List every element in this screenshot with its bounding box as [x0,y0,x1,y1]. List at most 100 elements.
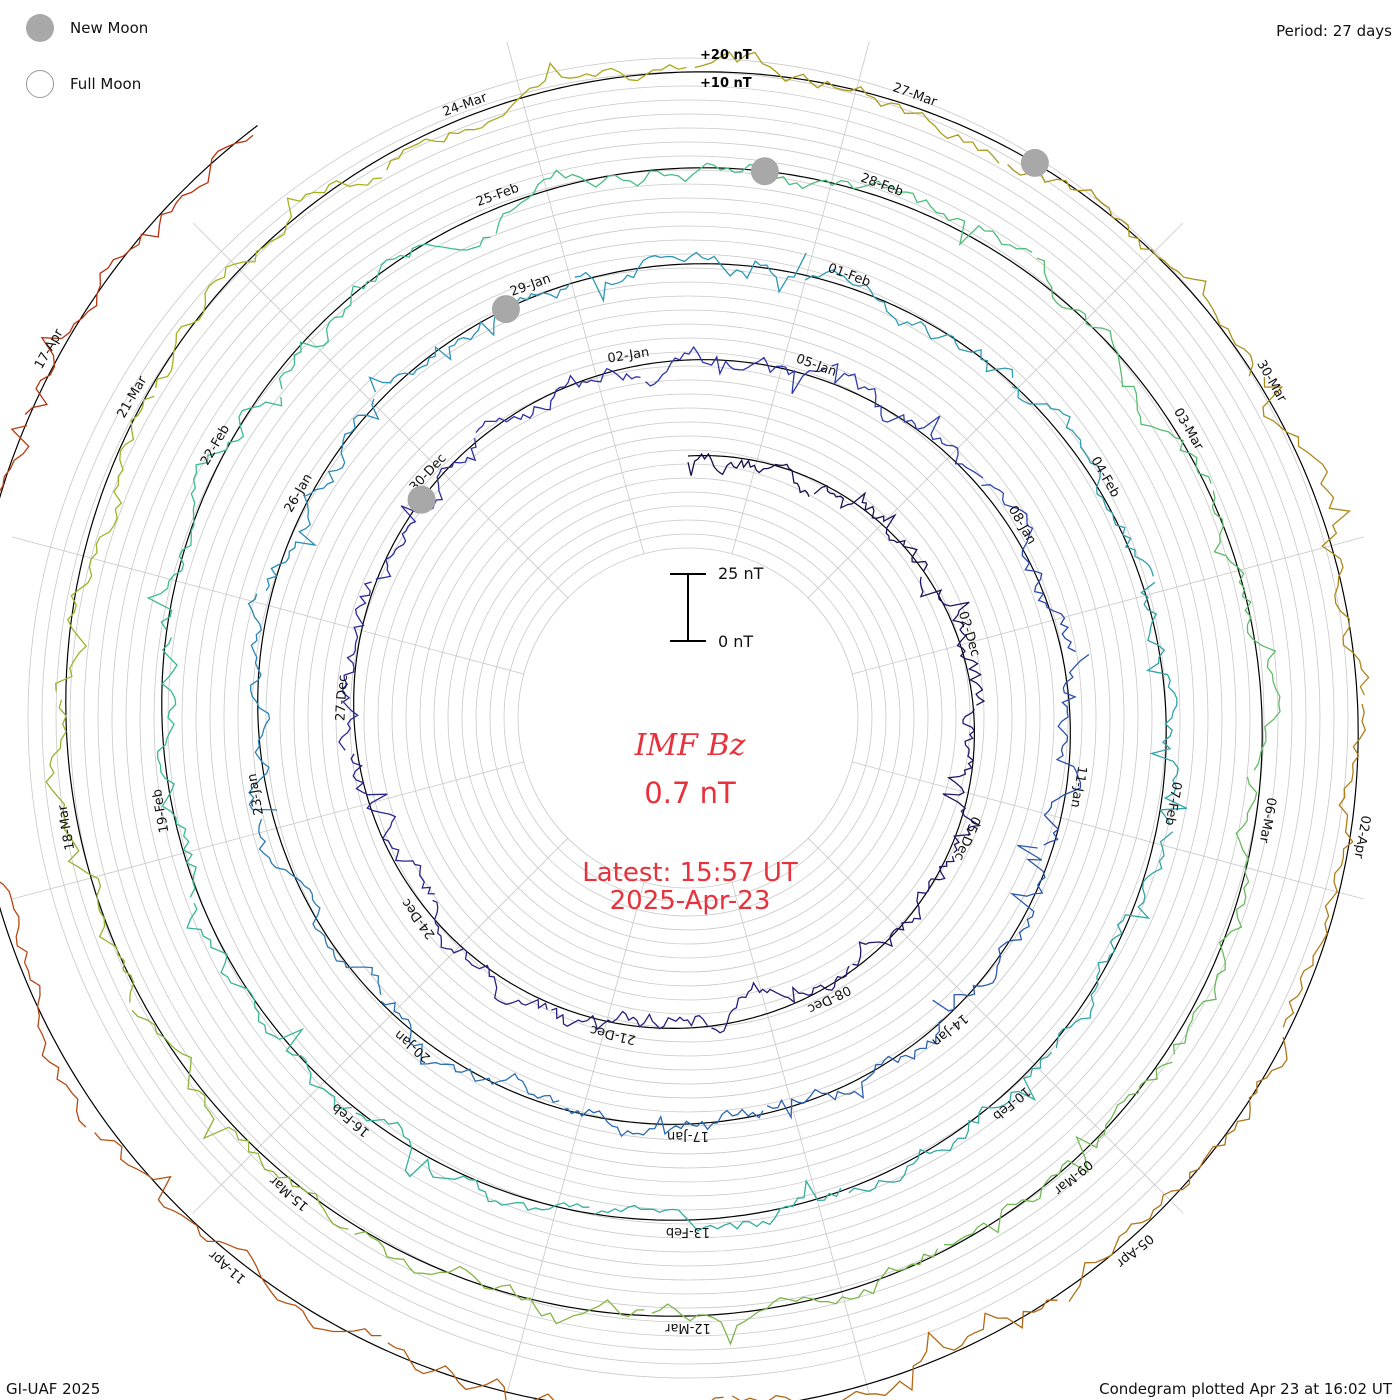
date-label: 14-Jan [929,1010,971,1048]
bz-trace-segment [354,1231,645,1325]
bz-trace-segment [146,396,283,631]
bz-trace-segment [1262,377,1370,696]
grid-spoke [852,761,1365,900]
date-label: 23-Jan [245,772,267,816]
bz-trace-segment [380,1000,560,1103]
date-label: 08-Jan [1005,503,1039,547]
bz-trace-segment [687,452,810,497]
bz-trace-segment [355,1112,590,1211]
bz-trace-segment [278,236,491,390]
date-label: 27-Mar [891,80,940,110]
grid-circle [111,141,1265,1295]
bz-trace-segment [157,637,197,898]
bz-trace-segment [387,1342,724,1400]
grid-spoke [731,41,870,554]
grid-circle [251,281,1125,1155]
bz-trace-segment [1055,831,1174,1049]
date-label: 17-Jan [667,1128,709,1143]
bz-trace-segment [432,899,548,1010]
moon-marker [750,157,779,186]
date-label: 01-Feb [826,261,873,290]
bz-trace-segment [94,1132,382,1337]
grid-circle [461,491,915,945]
grid-circle [391,421,985,1015]
grid-circle [97,127,1279,1309]
grid-circle [419,449,957,987]
bz-trace-segment [386,61,687,171]
bz-trace-segment [258,818,382,995]
date-label: 20-Jan [392,1027,434,1065]
grid-spoke [506,882,645,1395]
scale-bar-top-label: 25 nT [718,564,764,583]
bz-trace-segment [594,1179,842,1232]
legend-new-moon: New Moon [26,14,148,42]
bz-trace-segment [651,1248,939,1346]
bz-trace-segment [186,902,352,1110]
bz-trace-segment [813,484,928,572]
bz-trace-segment [1140,581,1188,825]
parameter-title: IMF Bz [634,728,746,763]
grid-circle [195,225,1181,1211]
grid-spoke [807,837,1184,1214]
grid-circle [279,309,1097,1127]
bz-trace-segment [1043,653,1090,846]
grid-circle [181,211,1195,1225]
moon-marker [1020,148,1049,177]
grid-circle [307,337,1069,1099]
bz-trace-segment [1036,257,1212,484]
bz-trace-segment [475,367,641,434]
bz-trace-segment [0,424,30,492]
bz-trace-segment [942,708,982,854]
grid-circle [335,365,1041,1071]
date-label: 28-Feb [859,171,906,200]
bz-trace-segment [350,753,435,895]
bz-trace-segment [574,251,807,303]
latest-value: 0.7 nT [644,776,736,810]
latest-date: 2025-Apr-23 [609,886,771,916]
bz-trace-segment [561,1108,764,1138]
grid-spoke [852,536,1365,675]
bz-trace-segment [1172,776,1258,1055]
grid-circle [405,435,971,1001]
bz-trace-segment [1068,1036,1288,1303]
new-moon-label: New Moon [70,19,149,37]
date-label: 24-Mar [441,90,490,120]
grid-spoke [506,41,645,554]
bz-trace-segment [368,282,571,393]
bz-trace-segment [932,844,1046,1012]
latest-time: Latest: 15:57 UT [582,858,798,888]
grid-circle [139,169,1237,1267]
full-moon-label: Full Moon [70,75,142,93]
grid-spoke [11,536,524,675]
bz-trace-segment [1007,164,1254,377]
baseline-spiral [0,71,1359,1400]
date-label: 13-Feb [666,1224,710,1239]
grid-circle [321,351,1055,1085]
grid-circle [223,253,1153,1183]
new-moon-icon [26,14,54,42]
grid-circle [55,85,1321,1351]
full-moon-icon [26,70,54,98]
ring-label-plus10: +10 nT [700,76,752,91]
bz-trace-segment [711,965,850,1034]
grid-circle [265,295,1111,1141]
scale-bar-bottom-label: 0 nT [718,632,754,651]
bz-trace-segment [338,581,372,751]
date-label: 25-Feb [474,181,521,210]
bz-trace-segment [981,484,1076,653]
bz-trace-segment [694,51,1000,164]
grid-circle [503,533,873,903]
grid-spoke [731,882,870,1395]
bz-trace-segment [24,134,254,415]
bz-trace-segment [265,398,380,591]
grid-circle [517,547,859,889]
date-label: 17-Apr [32,326,67,372]
grid-circle [153,183,1223,1253]
bz-trace-segment [155,177,383,389]
date-label: 02-Apr [1350,814,1372,860]
grid-circle [349,379,1027,1057]
grid-spoke [11,761,524,900]
ring-label-plus20: +20 nT [700,48,752,63]
date-label: 03-Mar [1170,406,1206,454]
